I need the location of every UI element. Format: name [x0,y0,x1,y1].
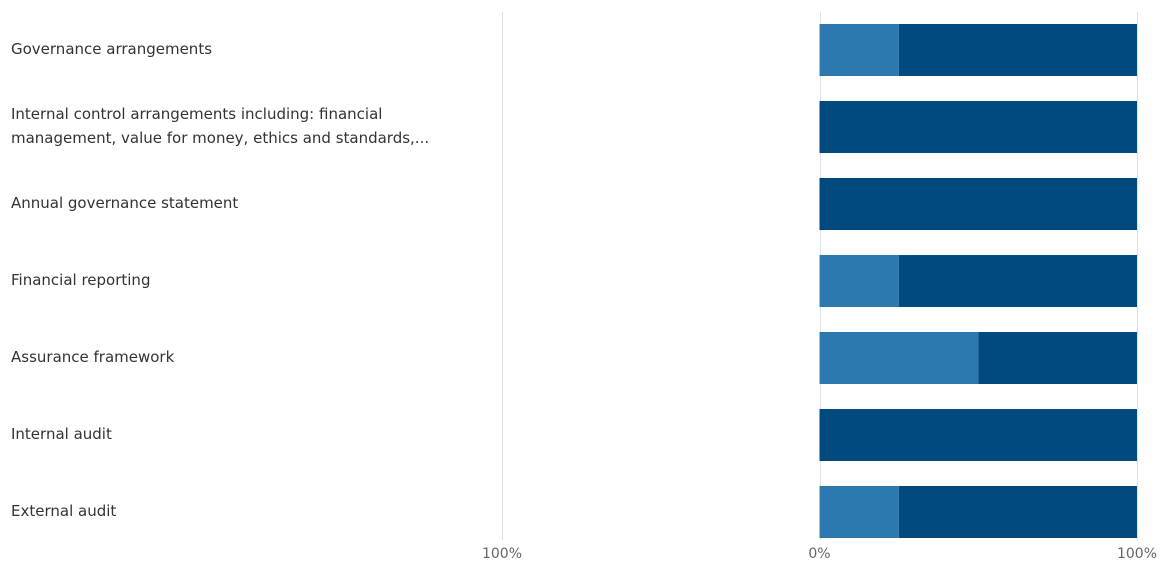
tick-label: 100% [1116,546,1158,562]
category-label: Assurance framework [11,345,491,369]
category-label-line: Annual governance statement [11,194,239,212]
category-label: Annual governance statement [11,191,491,215]
bar-segment [819,178,1137,230]
bar-segment [819,486,899,538]
category-label: External audit [11,499,491,523]
bars [819,24,1137,538]
category-label: Governance arrangements [11,37,491,61]
category-label-line: Financial reporting [11,271,151,289]
tick-label: 100% [481,546,523,562]
bar-segment [819,255,899,307]
bar-segment [819,24,899,76]
category-label: Internal control arrangements including:… [11,102,491,150]
bar-segment [819,332,979,384]
bar-segment [898,255,1137,307]
category-label-line: Governance arrangements [11,40,213,58]
category-label-line: External audit [11,502,117,520]
category-label: Financial reporting [11,268,491,292]
category-label-line: management, value for money, ethics and … [11,129,430,147]
bar-segment [898,24,1137,76]
category-label-line: Internal audit [11,425,112,443]
category-label-line: Assurance framework [11,348,175,366]
tick-label: 0% [808,546,831,562]
category-label: Internal audit [11,422,491,446]
bar-segment [978,332,1137,384]
bar-segment [819,101,1137,153]
bar-segment [898,486,1137,538]
category-label-line: Internal control arrangements including:… [11,105,383,123]
bar-segment [819,409,1137,461]
